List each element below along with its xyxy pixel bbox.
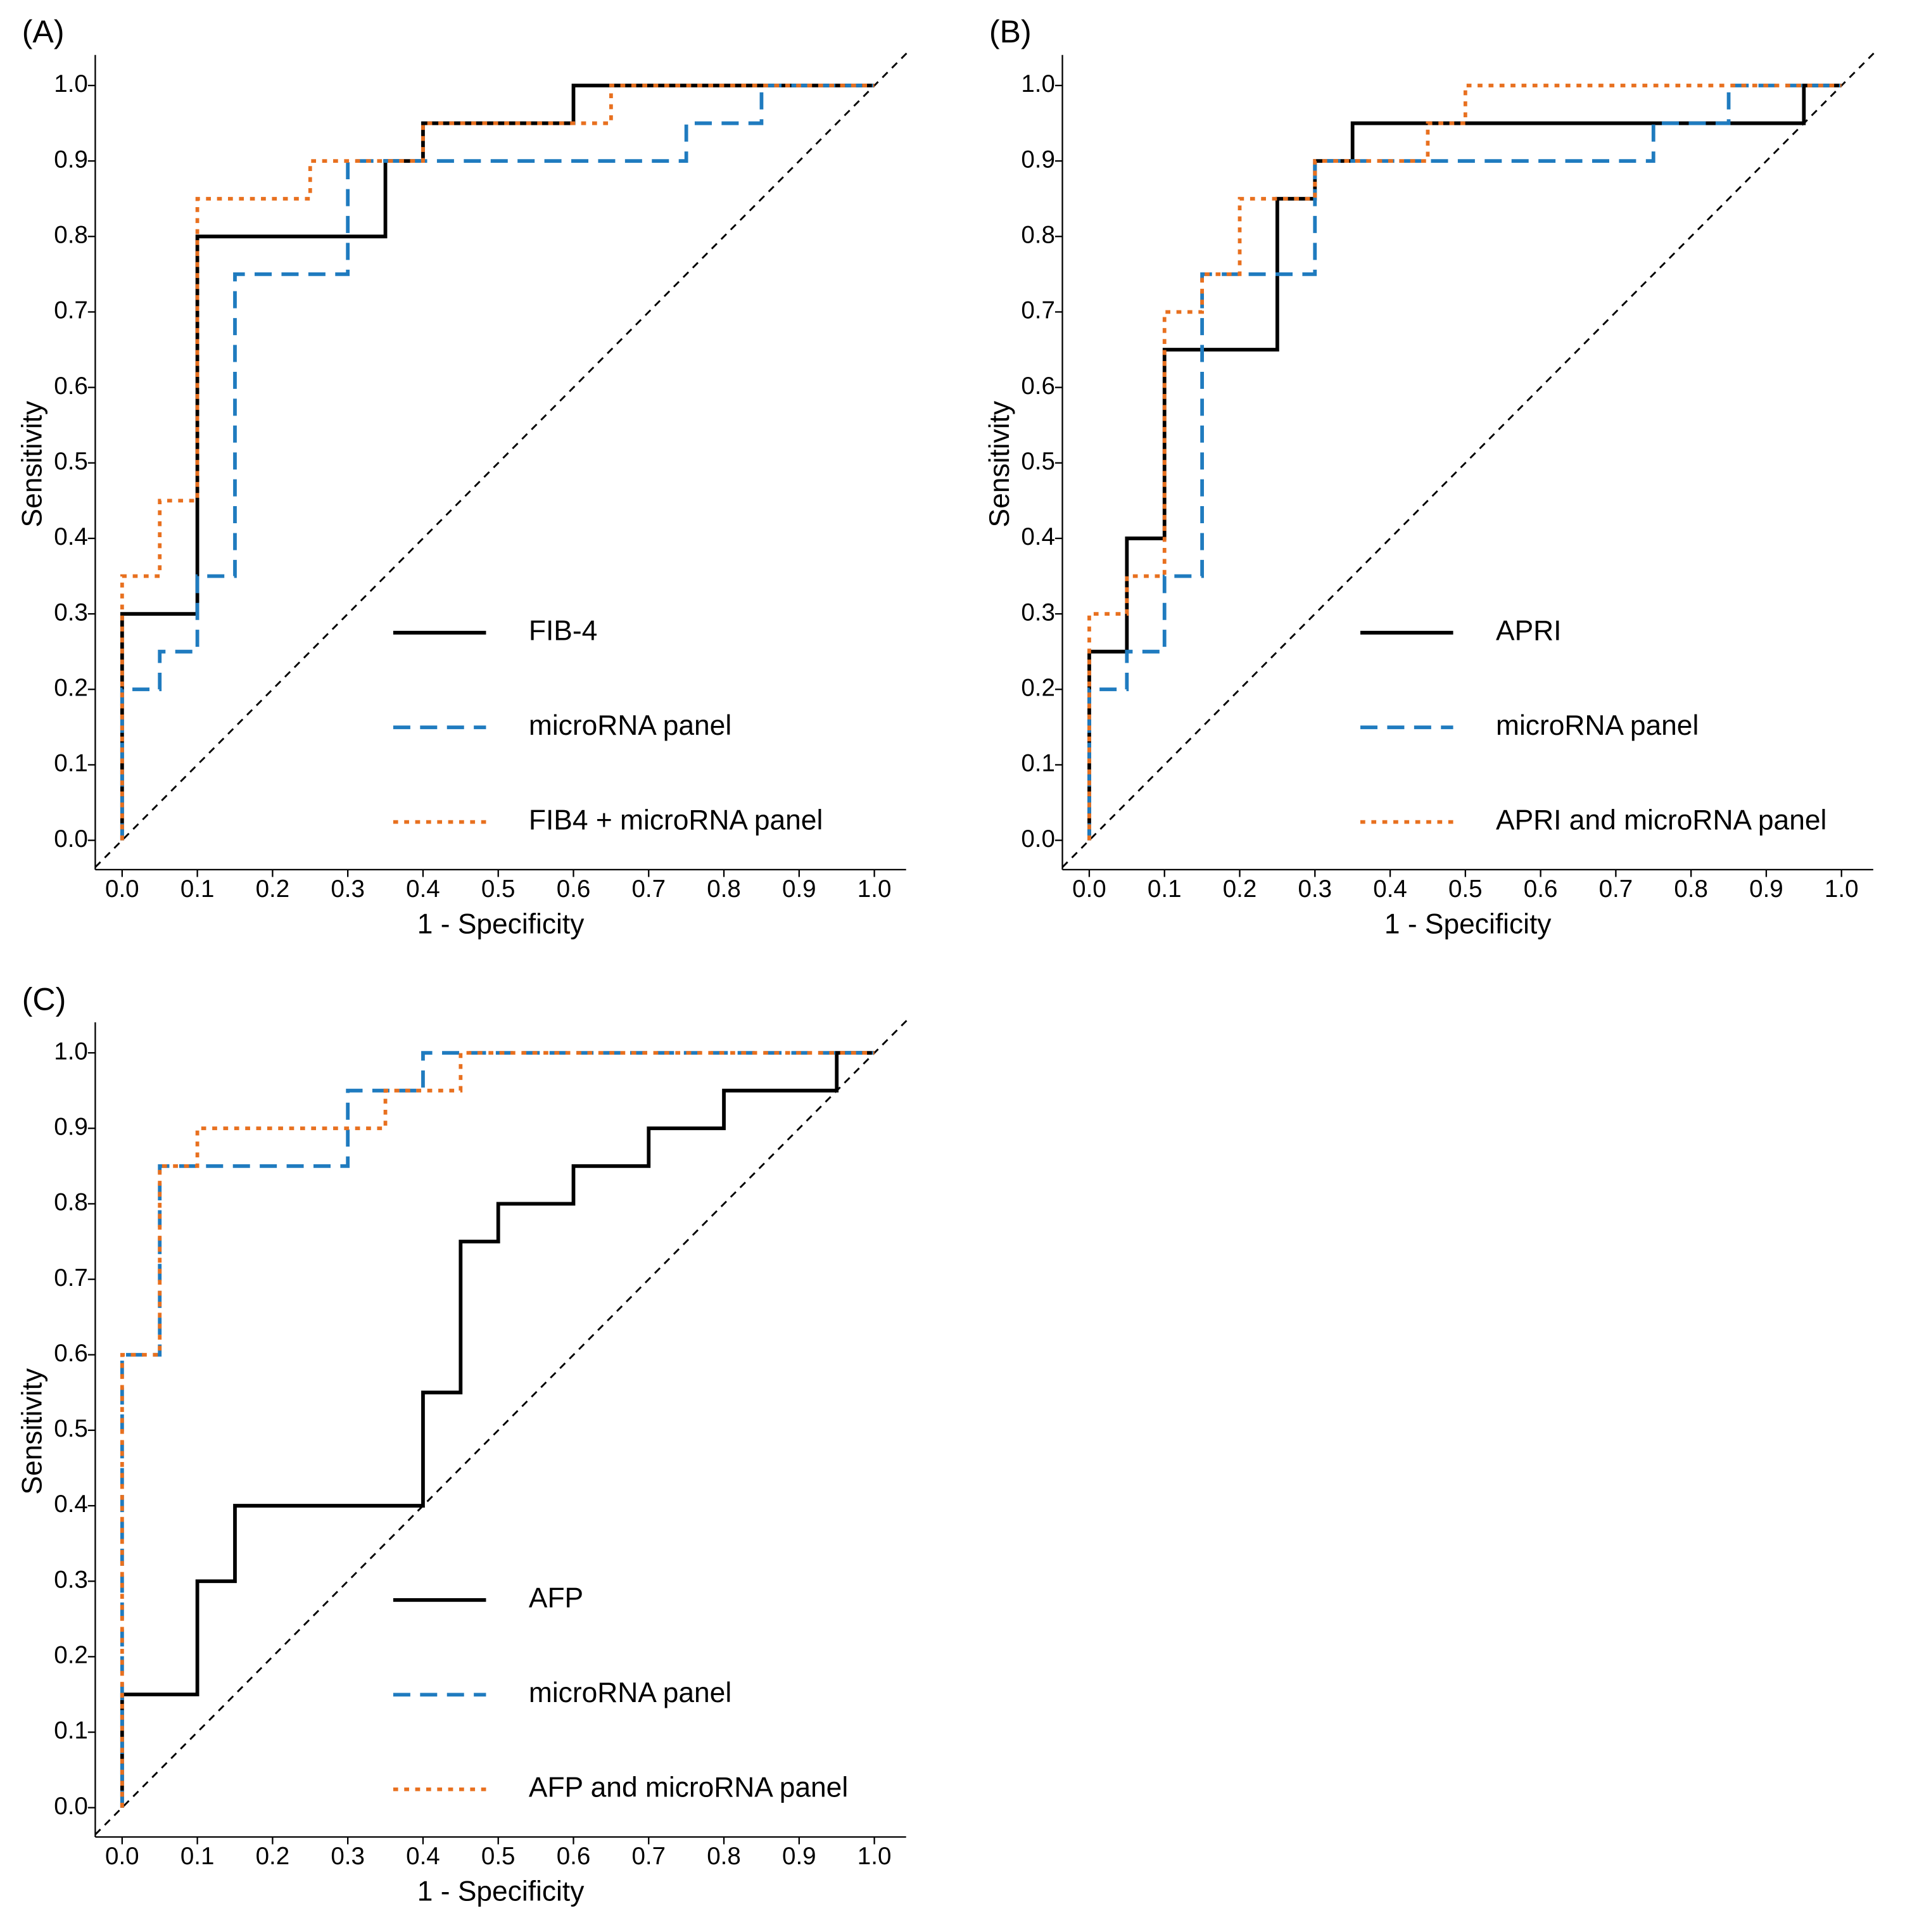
y-tick-label: 0.5 bbox=[1021, 448, 1055, 475]
legend-label: AFP bbox=[529, 1583, 583, 1614]
y-tick-label: 0.0 bbox=[54, 825, 88, 853]
y-tick-label: 0.3 bbox=[54, 1566, 88, 1593]
x-tick-label: 0.5 bbox=[481, 875, 516, 903]
y-tick-label: 0.7 bbox=[54, 297, 88, 324]
panel-label: (A) bbox=[22, 14, 65, 49]
x-tick-label: 0.8 bbox=[1674, 875, 1708, 903]
y-tick-label: 0.9 bbox=[54, 146, 88, 173]
x-tick-label: 0.4 bbox=[406, 1843, 440, 1870]
y-tick-label: 0.3 bbox=[1021, 599, 1055, 626]
y-axis-label: Sensitivity bbox=[984, 400, 1015, 527]
legend-label: AFP and microRNA panel bbox=[529, 1772, 848, 1803]
x-tick-label: 0.3 bbox=[331, 1843, 365, 1870]
legend-label: FIB4 + microRNA panel bbox=[529, 804, 823, 836]
x-tick-label: 0.4 bbox=[1373, 875, 1407, 903]
x-tick-label: 0.3 bbox=[1298, 875, 1332, 903]
y-tick-label: 0.8 bbox=[1021, 221, 1055, 248]
y-axis-label: Sensitivity bbox=[17, 1368, 48, 1494]
x-tick-label: 0.5 bbox=[1448, 875, 1483, 903]
x-tick-label: 0.2 bbox=[256, 1843, 290, 1870]
panel: (C) 0.0 0.1 0.2 0.3 0.4 0.5 0.6 0.7 0.8 0.9 1.0 0.0 0… bbox=[17, 981, 911, 1907]
x-axis-label: 1 - Specificity bbox=[417, 1876, 585, 1907]
x-tick-label: 0.8 bbox=[707, 875, 741, 903]
reference-line bbox=[94, 49, 911, 868]
y-tick-label: 0.8 bbox=[54, 1189, 88, 1216]
roc-curve bbox=[120, 84, 875, 841]
panel-label: (C) bbox=[22, 981, 66, 1017]
reference-line bbox=[94, 1017, 911, 1836]
x-tick-label: 0.2 bbox=[256, 875, 290, 903]
y-tick-label: 0.6 bbox=[54, 372, 88, 400]
panel: (A) 0.0 0.1 0.2 0.3 0.4 0.5 0.6 0.7 0.8 0.9 1.0 0.0 0… bbox=[17, 14, 911, 939]
x-tick-label: 0.6 bbox=[1524, 875, 1558, 903]
y-axis-label: Sensitivity bbox=[17, 400, 48, 527]
roc-curve bbox=[1087, 84, 1842, 841]
x-tick-label: 0.0 bbox=[105, 875, 139, 903]
y-tick-label: 0.5 bbox=[54, 448, 88, 475]
x-tick-label: 0.7 bbox=[631, 875, 666, 903]
y-tick-label: 0.2 bbox=[54, 1642, 88, 1669]
y-tick-label: 0.0 bbox=[1021, 825, 1055, 853]
y-tick-label: 0.2 bbox=[54, 674, 88, 701]
x-tick-label: 0.1 bbox=[180, 875, 215, 903]
y-tick-label: 1.0 bbox=[54, 1038, 88, 1065]
y-tick-label: 0.4 bbox=[1021, 523, 1055, 550]
x-tick-label: 0.1 bbox=[180, 1843, 215, 1870]
x-tick-label: 0.9 bbox=[782, 1843, 816, 1870]
x-tick-label: 0.2 bbox=[1223, 875, 1257, 903]
legend-label: microRNA panel bbox=[529, 1677, 731, 1708]
y-tick-label: 0.7 bbox=[1021, 297, 1055, 324]
x-tick-label: 0.1 bbox=[1148, 875, 1182, 903]
x-tick-label: 0.0 bbox=[1072, 875, 1106, 903]
y-tick-label: 0.9 bbox=[54, 1113, 88, 1140]
y-tick-label: 1.0 bbox=[54, 70, 88, 98]
x-axis-label: 1 - Specificity bbox=[1384, 908, 1552, 939]
y-tick-label: 0.1 bbox=[54, 750, 88, 777]
x-tick-label: 1.0 bbox=[858, 1843, 892, 1870]
y-tick-label: 0.7 bbox=[54, 1264, 88, 1292]
x-tick-label: 0.7 bbox=[1599, 875, 1633, 903]
legend-label: FIB-4 bbox=[529, 616, 597, 647]
y-tick-label: 0.4 bbox=[54, 523, 88, 550]
x-tick-label: 0.3 bbox=[331, 875, 365, 903]
x-tick-label: 0.9 bbox=[782, 875, 816, 903]
x-axis-label: 1 - Specificity bbox=[417, 908, 585, 939]
y-tick-label: 0.9 bbox=[1021, 146, 1055, 173]
y-tick-label: 0.5 bbox=[54, 1415, 88, 1442]
roc-curve bbox=[120, 1051, 875, 1808]
x-tick-label: 0.7 bbox=[631, 1843, 666, 1870]
x-tick-label: 0.4 bbox=[406, 875, 440, 903]
y-tick-label: 0.2 bbox=[1021, 674, 1055, 701]
y-tick-label: 0.8 bbox=[54, 221, 88, 248]
legend-label: APRI bbox=[1496, 616, 1561, 647]
x-tick-label: 0.9 bbox=[1749, 875, 1783, 903]
roc-curve bbox=[120, 1051, 875, 1808]
y-tick-label: 0.0 bbox=[54, 1793, 88, 1820]
y-tick-label: 0.1 bbox=[54, 1717, 88, 1745]
y-tick-label: 0.6 bbox=[54, 1340, 88, 1367]
legend-label: microRNA panel bbox=[529, 710, 731, 741]
x-tick-label: 1.0 bbox=[858, 875, 892, 903]
x-tick-label: 0.5 bbox=[481, 1843, 516, 1870]
y-tick-label: 0.4 bbox=[54, 1490, 88, 1518]
roc-curve bbox=[1087, 84, 1842, 841]
y-tick-label: 0.1 bbox=[1021, 750, 1055, 777]
x-tick-label: 0.0 bbox=[105, 1843, 139, 1870]
y-tick-label: 0.3 bbox=[54, 599, 88, 626]
legend-label: APRI and microRNA panel bbox=[1496, 804, 1826, 836]
panel-label: (B) bbox=[989, 14, 1032, 49]
panel: (B) 0.0 0.1 0.2 0.3 0.4 0.5 0.6 0.7 0.8 0.9 1.0 0.0 0… bbox=[984, 14, 1878, 939]
reference-line bbox=[1061, 49, 1878, 868]
x-tick-label: 0.6 bbox=[557, 1843, 591, 1870]
x-tick-label: 1.0 bbox=[1825, 875, 1859, 903]
y-tick-label: 0.6 bbox=[1021, 372, 1055, 400]
x-tick-label: 0.8 bbox=[707, 1843, 741, 1870]
y-tick-label: 1.0 bbox=[1021, 70, 1055, 98]
legend-label: microRNA panel bbox=[1496, 710, 1699, 741]
x-tick-label: 0.6 bbox=[557, 875, 591, 903]
